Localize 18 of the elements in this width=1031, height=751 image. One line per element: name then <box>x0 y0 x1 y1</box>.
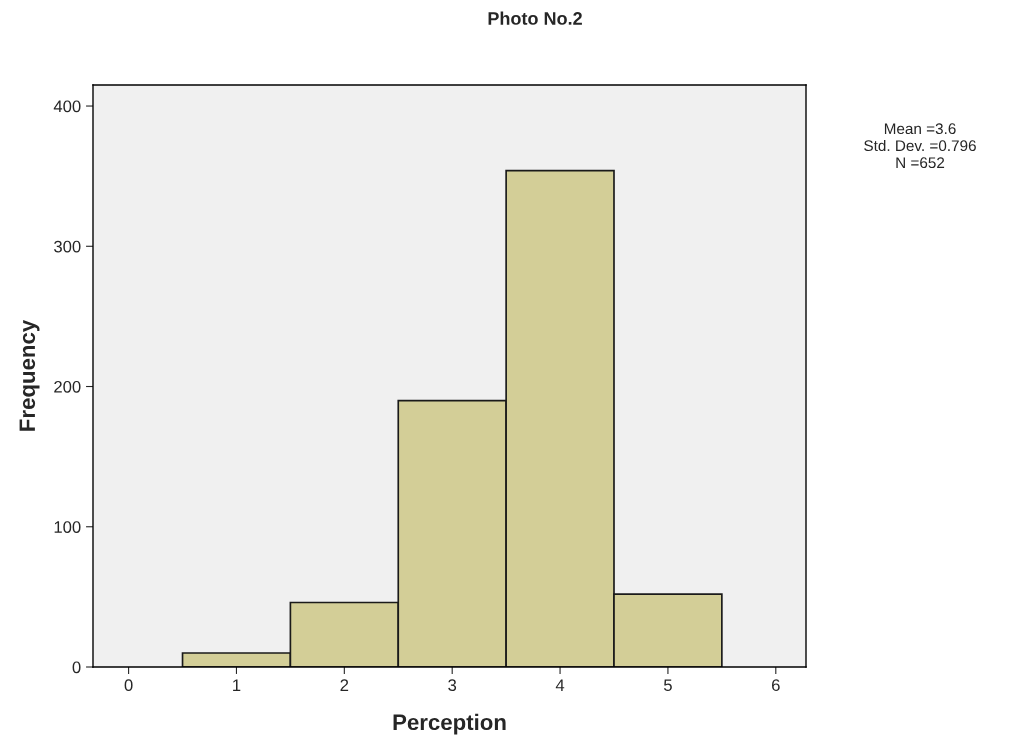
y-tick-label: 400 <box>53 100 81 113</box>
text: Std. Dev. =0.796 <box>864 139 976 152</box>
text: N =652 <box>896 157 945 169</box>
x-tick-label: 2 <box>340 679 349 691</box>
x-tick-label: 6 <box>772 679 780 692</box>
text: Mean =3.6 <box>884 123 956 135</box>
chart-title: Photo No.2 <box>488 11 582 25</box>
y-tick-label: 300 <box>54 240 81 253</box>
y-axis-title: Frequency <box>19 319 40 431</box>
x-tick-label: 1 <box>233 679 241 691</box>
y-tick-label: 100 <box>54 521 81 533</box>
x-tick-label: 4 <box>555 679 565 691</box>
y-tick-label: 200 <box>54 380 81 393</box>
x-tick-label: 0 <box>124 679 133 692</box>
x-axis-title: Perception <box>393 713 506 735</box>
x-tick-label: 5 <box>663 679 672 692</box>
x-tick-label: 3 <box>448 679 457 692</box>
y-tick-label: 0 <box>72 661 81 674</box>
